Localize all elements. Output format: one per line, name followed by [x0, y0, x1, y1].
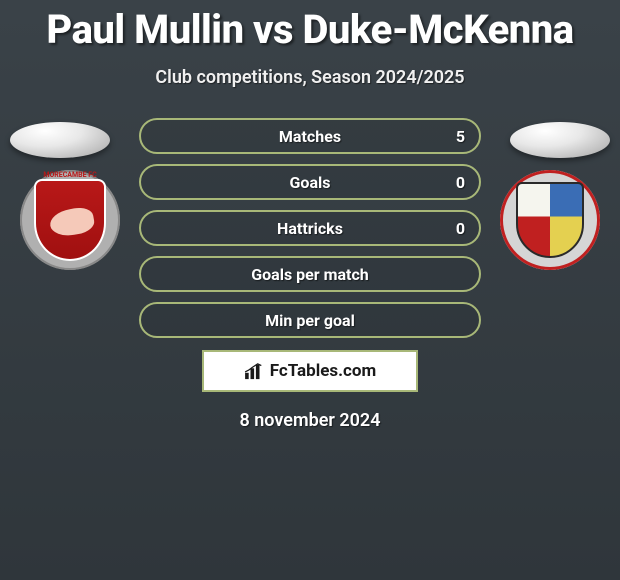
stat-label: Goals per match [251, 265, 369, 284]
bar-chart-icon [244, 362, 266, 380]
stat-label: Goals [290, 173, 331, 192]
player-avatar-right [510, 122, 610, 158]
date-label: 8 november 2024 [0, 410, 620, 431]
subtitle: Club competitions, Season 2024/2025 [0, 67, 620, 88]
stat-row-goals: Goals 0 [139, 164, 481, 200]
stat-row-min-per-goal: Min per goal [139, 302, 481, 338]
stat-value-right: 0 [456, 173, 465, 192]
stat-row-hattricks: Hattricks 0 [139, 210, 481, 246]
stats-container: Matches 5 Goals 0 Hattricks 0 Goals per … [139, 118, 481, 338]
stat-value-right: 0 [456, 219, 465, 238]
stat-label: Min per goal [265, 311, 355, 330]
shield-icon [34, 179, 106, 261]
shield-icon [516, 182, 584, 258]
club-badge-right [500, 170, 600, 270]
brand-box: FcTables.com [202, 350, 418, 392]
stat-label: Hattricks [277, 219, 343, 238]
player-avatar-left [10, 122, 110, 158]
brand-label: FcTables.com [270, 361, 376, 381]
stat-row-goals-per-match: Goals per match [139, 256, 481, 292]
stat-row-matches: Matches 5 [139, 118, 481, 154]
page-title: Paul Mullin vs Duke-McKenna [0, 0, 620, 53]
shrimp-icon [48, 205, 96, 238]
club-badge-left: MORECAMBE FC [20, 170, 120, 270]
stat-value-right: 5 [456, 127, 465, 146]
badge-text-left: MORECAMBE FC [20, 171, 120, 179]
stat-label: Matches [279, 127, 341, 146]
